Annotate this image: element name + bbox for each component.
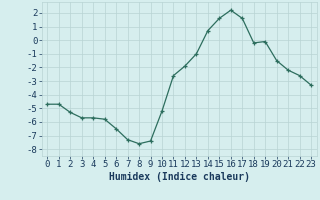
X-axis label: Humidex (Indice chaleur): Humidex (Indice chaleur) bbox=[109, 172, 250, 182]
